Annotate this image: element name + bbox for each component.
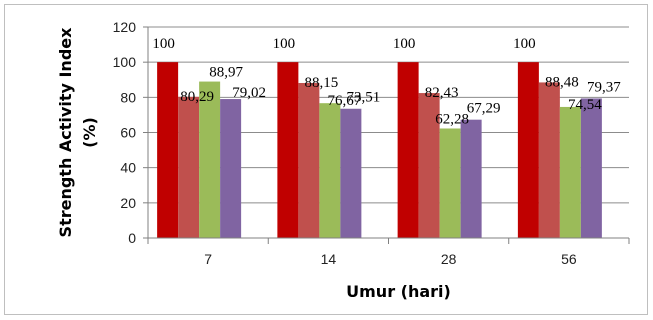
bar (397, 62, 419, 238)
bar (418, 93, 440, 239)
y-axis-title-line-1: Strength Activity Index (56, 27, 75, 238)
x-tick-label: 56 (561, 251, 577, 267)
data-label: 80,29 (180, 89, 214, 105)
data-label: 82,43 (425, 85, 459, 101)
y-tick-label: 0 (128, 230, 136, 246)
data-label: 100 (152, 36, 175, 52)
y-tick-label: 80 (120, 89, 136, 105)
bar (460, 119, 482, 238)
bar (199, 81, 221, 238)
bar (580, 98, 602, 238)
bar (277, 62, 299, 238)
bar (157, 62, 179, 238)
data-label: 100 (513, 36, 536, 52)
bar (220, 99, 242, 238)
y-tick-label: 40 (120, 160, 136, 176)
bar (559, 106, 581, 238)
bar (517, 62, 539, 238)
axes: 0 20 40 60 80 100 120 7 14 28 56 (113, 19, 630, 267)
data-label: 67,29 (467, 101, 501, 117)
data-label: 74,54 (568, 97, 602, 113)
data-label: 100 (273, 36, 296, 52)
data-label: 88,15 (305, 75, 339, 91)
bar (319, 103, 341, 238)
bar (340, 108, 362, 238)
data-label: 79,37 (587, 79, 621, 95)
bar-chart: 0 20 40 60 80 100 120 7 14 28 56 100 80,29 88,97 79,0… (56, 19, 630, 301)
data-label: 79,02 (232, 85, 266, 101)
data-label: 76,67 (328, 93, 362, 109)
chart-container: 0 20 40 60 80 100 120 7 14 28 56 100 80,29 88,97 79,0… (4, 4, 648, 315)
data-label: 88,48 (545, 74, 579, 90)
data-label: 62,28 (435, 111, 469, 127)
y-axis-title-line-2: (%) (80, 117, 99, 148)
data-label: 88,97 (209, 65, 243, 81)
data-label: 73,51 (347, 90, 381, 106)
bar (439, 128, 461, 238)
y-tick-label: 100 (113, 54, 137, 70)
y-tick-label: 60 (120, 125, 136, 141)
bar (298, 83, 320, 238)
y-tick-label: 20 (120, 195, 136, 211)
x-tick-label: 28 (441, 251, 457, 267)
data-label: 100 (393, 36, 416, 52)
bar (538, 82, 560, 238)
y-tick-label: 120 (113, 19, 137, 35)
bar (178, 96, 200, 238)
x-tick-label: 7 (204, 251, 212, 267)
x-axis-title: Umur (hari) (346, 282, 451, 301)
bars (157, 62, 602, 239)
x-tick-label: 14 (321, 251, 337, 267)
